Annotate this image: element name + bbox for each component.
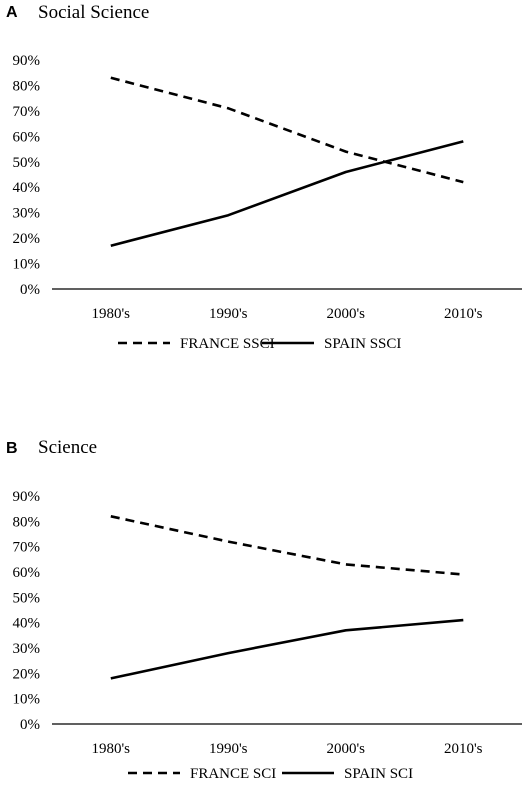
y-tick-label: 40% bbox=[13, 616, 41, 632]
x-tick-label: 2010's bbox=[444, 741, 483, 757]
series-line-france bbox=[110, 515, 464, 576]
panel-a: A Social Science 0% 10% 20% 30% 40% 50% 60% 70%… bbox=[6, 2, 522, 352]
legend-label: SPAIN SCI bbox=[344, 766, 413, 782]
x-tick-label: 1990's bbox=[209, 306, 248, 322]
panel-b: B Science 0% 10% 20% 30% 40% 50% 60% 70% 80% 90% 1… bbox=[6, 437, 522, 782]
y-tick-label: 50% bbox=[13, 590, 41, 606]
y-tick-label: 0% bbox=[20, 717, 40, 733]
y-tick-label: 20% bbox=[13, 666, 41, 682]
y-tick-label: 40% bbox=[13, 180, 41, 196]
y-tick-label: 90% bbox=[13, 53, 41, 69]
y-tick-label: 60% bbox=[13, 565, 41, 581]
legend-label: FRANCE SSCI bbox=[180, 336, 275, 352]
y-tick-label: 20% bbox=[13, 231, 41, 247]
series-line-spain bbox=[110, 618, 464, 680]
panel-letter: A bbox=[6, 4, 18, 21]
y-tick-label: 50% bbox=[13, 155, 41, 171]
x-tick-label: 1980's bbox=[91, 306, 130, 322]
series-line-spain bbox=[110, 140, 464, 247]
y-tick-label: 60% bbox=[13, 129, 41, 145]
panel-letter: B bbox=[6, 440, 18, 457]
y-tick-label: 10% bbox=[13, 257, 41, 273]
y-tick-label: 70% bbox=[13, 540, 41, 556]
series-line-france bbox=[110, 76, 464, 184]
y-tick-label: 0% bbox=[20, 282, 40, 298]
y-tick-label: 80% bbox=[13, 514, 41, 530]
x-tick-label: 1980's bbox=[91, 741, 130, 757]
x-tick-label: 2000's bbox=[326, 306, 365, 322]
y-tick-label: 10% bbox=[13, 692, 41, 708]
x-tick-label: 2000's bbox=[326, 741, 365, 757]
y-tick-label: 90% bbox=[13, 489, 41, 505]
y-tick-label: 70% bbox=[13, 104, 41, 120]
y-tick-label: 80% bbox=[13, 78, 41, 94]
x-tick-label: 1990's bbox=[209, 741, 248, 757]
chart-title: Science bbox=[38, 437, 97, 458]
y-tick-label: 30% bbox=[13, 641, 41, 657]
chart-title: Social Science bbox=[38, 2, 149, 23]
y-tick-label: 30% bbox=[13, 206, 41, 222]
legend-label: SPAIN SSCI bbox=[324, 336, 401, 352]
x-tick-label: 2010's bbox=[444, 306, 483, 322]
legend-label: FRANCE SCI bbox=[190, 766, 276, 782]
